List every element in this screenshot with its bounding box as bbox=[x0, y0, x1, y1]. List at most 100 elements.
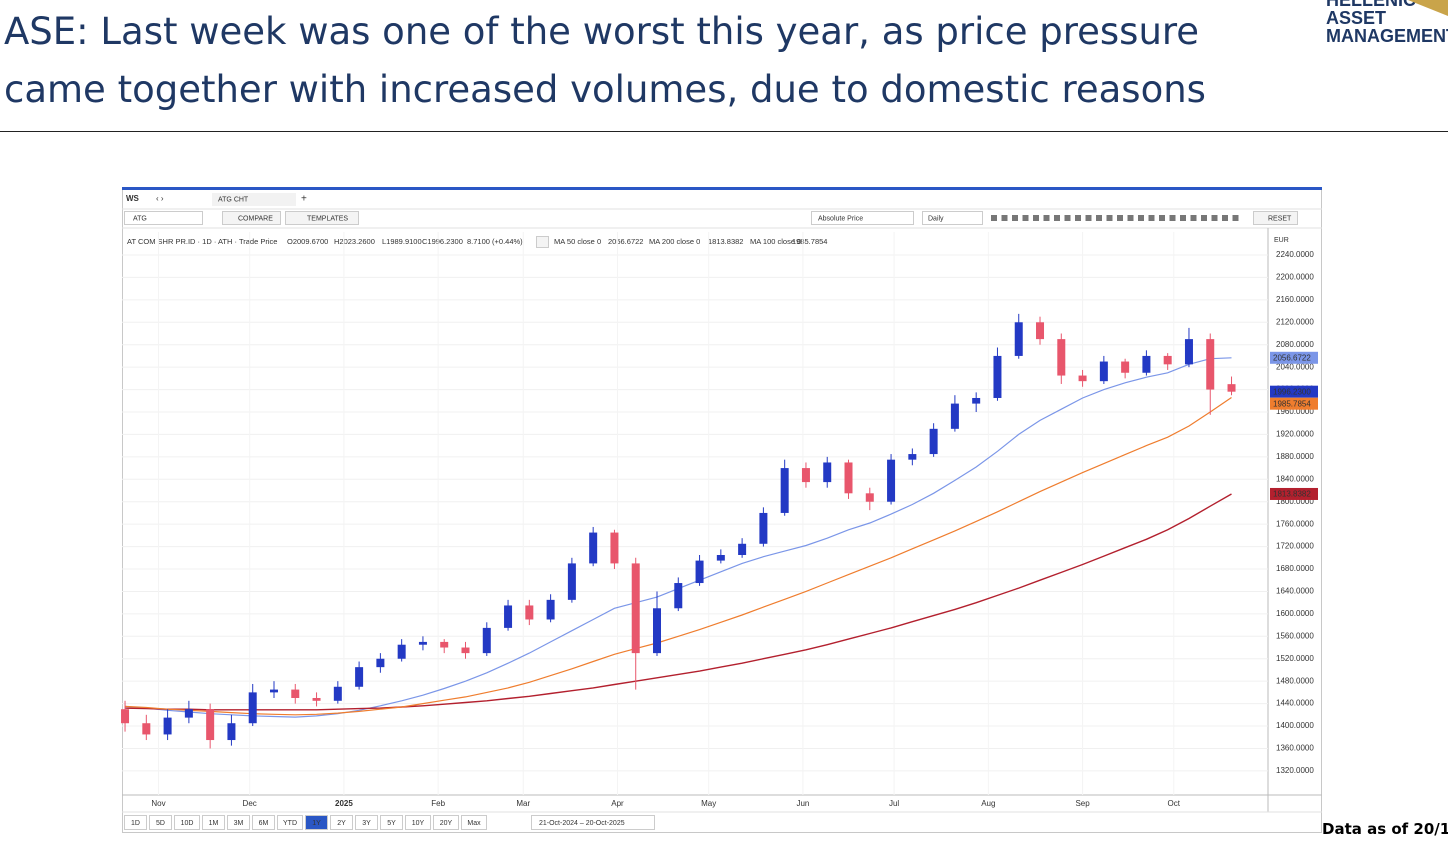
candle-body bbox=[865, 493, 874, 502]
tool-icon[interactable] bbox=[1043, 215, 1050, 221]
slide-title: ASE: Last week was one of the worst this… bbox=[4, 10, 1200, 53]
tool-icon[interactable] bbox=[1180, 215, 1186, 221]
range-button[interactable] bbox=[461, 815, 487, 830]
tool-icon[interactable] bbox=[1190, 215, 1197, 221]
logo-text: MANAGEMENT bbox=[1326, 26, 1448, 46]
ohlc-label: L1989.9100 bbox=[382, 237, 422, 246]
candle-body bbox=[844, 462, 853, 494]
range-button[interactable] bbox=[202, 815, 225, 830]
range-button[interactable] bbox=[124, 815, 147, 830]
x-tick-label: Jun bbox=[796, 799, 809, 808]
range-label: 10Y bbox=[412, 820, 425, 827]
tool-icon[interactable] bbox=[1117, 215, 1123, 221]
tool-icon[interactable] bbox=[1096, 215, 1102, 221]
candle-body bbox=[355, 667, 364, 687]
tool-icon[interactable] bbox=[1127, 215, 1134, 221]
range-button[interactable] bbox=[277, 815, 303, 830]
price-tag-label: 1813.8382 bbox=[1273, 490, 1311, 499]
window-field bbox=[212, 193, 296, 206]
nav-icon[interactable]: ‹ › bbox=[156, 194, 164, 203]
add-tab[interactable]: + bbox=[301, 194, 307, 205]
tab-label[interactable]: WS bbox=[126, 194, 140, 203]
tool-icon[interactable] bbox=[1138, 215, 1144, 221]
window-frame bbox=[122, 188, 1322, 833]
tool-icon[interactable] bbox=[1064, 215, 1071, 221]
candle-body bbox=[1036, 322, 1045, 340]
candle-body bbox=[738, 543, 747, 555]
candle-body bbox=[1206, 339, 1215, 390]
price-tag bbox=[1270, 487, 1318, 500]
tool-icon[interactable] bbox=[1022, 215, 1029, 221]
ma-line bbox=[124, 493, 1232, 711]
range-label: 5D bbox=[156, 820, 165, 827]
y-tick-label: 2120.0000 bbox=[1276, 317, 1314, 326]
tool-icon[interactable] bbox=[1001, 215, 1008, 221]
symbol-input[interactable] bbox=[124, 211, 203, 225]
x-tick-label: Oct bbox=[1168, 799, 1181, 808]
ohlc-label: H2023.2600 bbox=[334, 237, 375, 246]
footnote: Data as of 20/1 bbox=[1322, 820, 1448, 838]
candle-body bbox=[1078, 375, 1087, 382]
tool-icon[interactable] bbox=[1169, 215, 1176, 221]
range-button[interactable] bbox=[174, 815, 200, 830]
tool-icon[interactable] bbox=[1106, 215, 1113, 221]
range-button[interactable] bbox=[252, 815, 275, 830]
y-tick-label: 1960.0000 bbox=[1276, 407, 1314, 416]
window-bar bbox=[122, 187, 1322, 190]
range-button[interactable] bbox=[149, 815, 172, 830]
mode-select[interactable] bbox=[811, 211, 914, 225]
y-tick-label: 2080.0000 bbox=[1276, 340, 1314, 349]
range-button[interactable] bbox=[405, 815, 431, 830]
templates-button[interactable] bbox=[285, 211, 359, 225]
range-label: YTD bbox=[283, 820, 297, 827]
x-tick-label: Sep bbox=[1075, 799, 1090, 808]
tool-icon[interactable] bbox=[1211, 215, 1218, 221]
tool-icon[interactable] bbox=[1012, 215, 1018, 221]
y-tick-label: 1520.0000 bbox=[1276, 654, 1314, 663]
candle-body bbox=[631, 563, 640, 654]
tool-icon[interactable] bbox=[1033, 215, 1039, 221]
compare-button[interactable] bbox=[222, 211, 281, 225]
range-label: 6M bbox=[259, 820, 269, 827]
candle-body bbox=[908, 454, 917, 460]
y-tick-label: 1600.0000 bbox=[1276, 609, 1314, 618]
freq-select[interactable] bbox=[922, 211, 983, 225]
range-button[interactable] bbox=[433, 815, 459, 830]
tool-icon[interactable] bbox=[1232, 215, 1239, 221]
x-tick-label: Feb bbox=[431, 799, 445, 808]
tool-icon[interactable] bbox=[1085, 215, 1092, 221]
y-tick-label: 2240.0000 bbox=[1276, 250, 1314, 259]
range-button[interactable] bbox=[355, 815, 378, 830]
range-button[interactable] bbox=[227, 815, 250, 830]
price-tag bbox=[1270, 385, 1318, 398]
window-name: ATG CHT bbox=[218, 196, 249, 203]
tool-icon[interactable] bbox=[991, 215, 997, 221]
tool-icon[interactable] bbox=[1054, 215, 1060, 221]
tool-icon[interactable] bbox=[1075, 215, 1081, 221]
x-tick-label: May bbox=[701, 799, 716, 808]
candle-body bbox=[227, 723, 236, 741]
candle-body bbox=[1142, 355, 1151, 373]
candle-body bbox=[142, 723, 151, 735]
currency: EUR bbox=[1274, 237, 1289, 244]
range-button[interactable] bbox=[330, 815, 353, 830]
candle-body bbox=[312, 697, 321, 701]
candle-body bbox=[674, 583, 683, 609]
range-label: 3Y bbox=[362, 820, 371, 827]
y-tick-label: 1720.0000 bbox=[1276, 542, 1314, 551]
templates-label: TEMPLATES bbox=[307, 215, 348, 222]
tool-icon[interactable] bbox=[1148, 215, 1155, 221]
tool-icon[interactable] bbox=[1159, 215, 1165, 221]
candle-body bbox=[972, 397, 981, 404]
x-tick-label: 2025 bbox=[335, 799, 353, 808]
reset-label: RESET bbox=[1268, 215, 1292, 222]
reset-button[interactable] bbox=[1253, 211, 1298, 225]
legend-collapse[interactable] bbox=[536, 236, 549, 248]
range-button[interactable] bbox=[305, 815, 328, 830]
tool-icon[interactable] bbox=[1201, 215, 1207, 221]
date-range-box[interactable] bbox=[531, 815, 655, 830]
candle-body bbox=[1099, 361, 1108, 382]
y-tick-label: 1480.0000 bbox=[1276, 676, 1314, 685]
range-button[interactable] bbox=[380, 815, 403, 830]
tool-icon[interactable] bbox=[1222, 215, 1228, 221]
